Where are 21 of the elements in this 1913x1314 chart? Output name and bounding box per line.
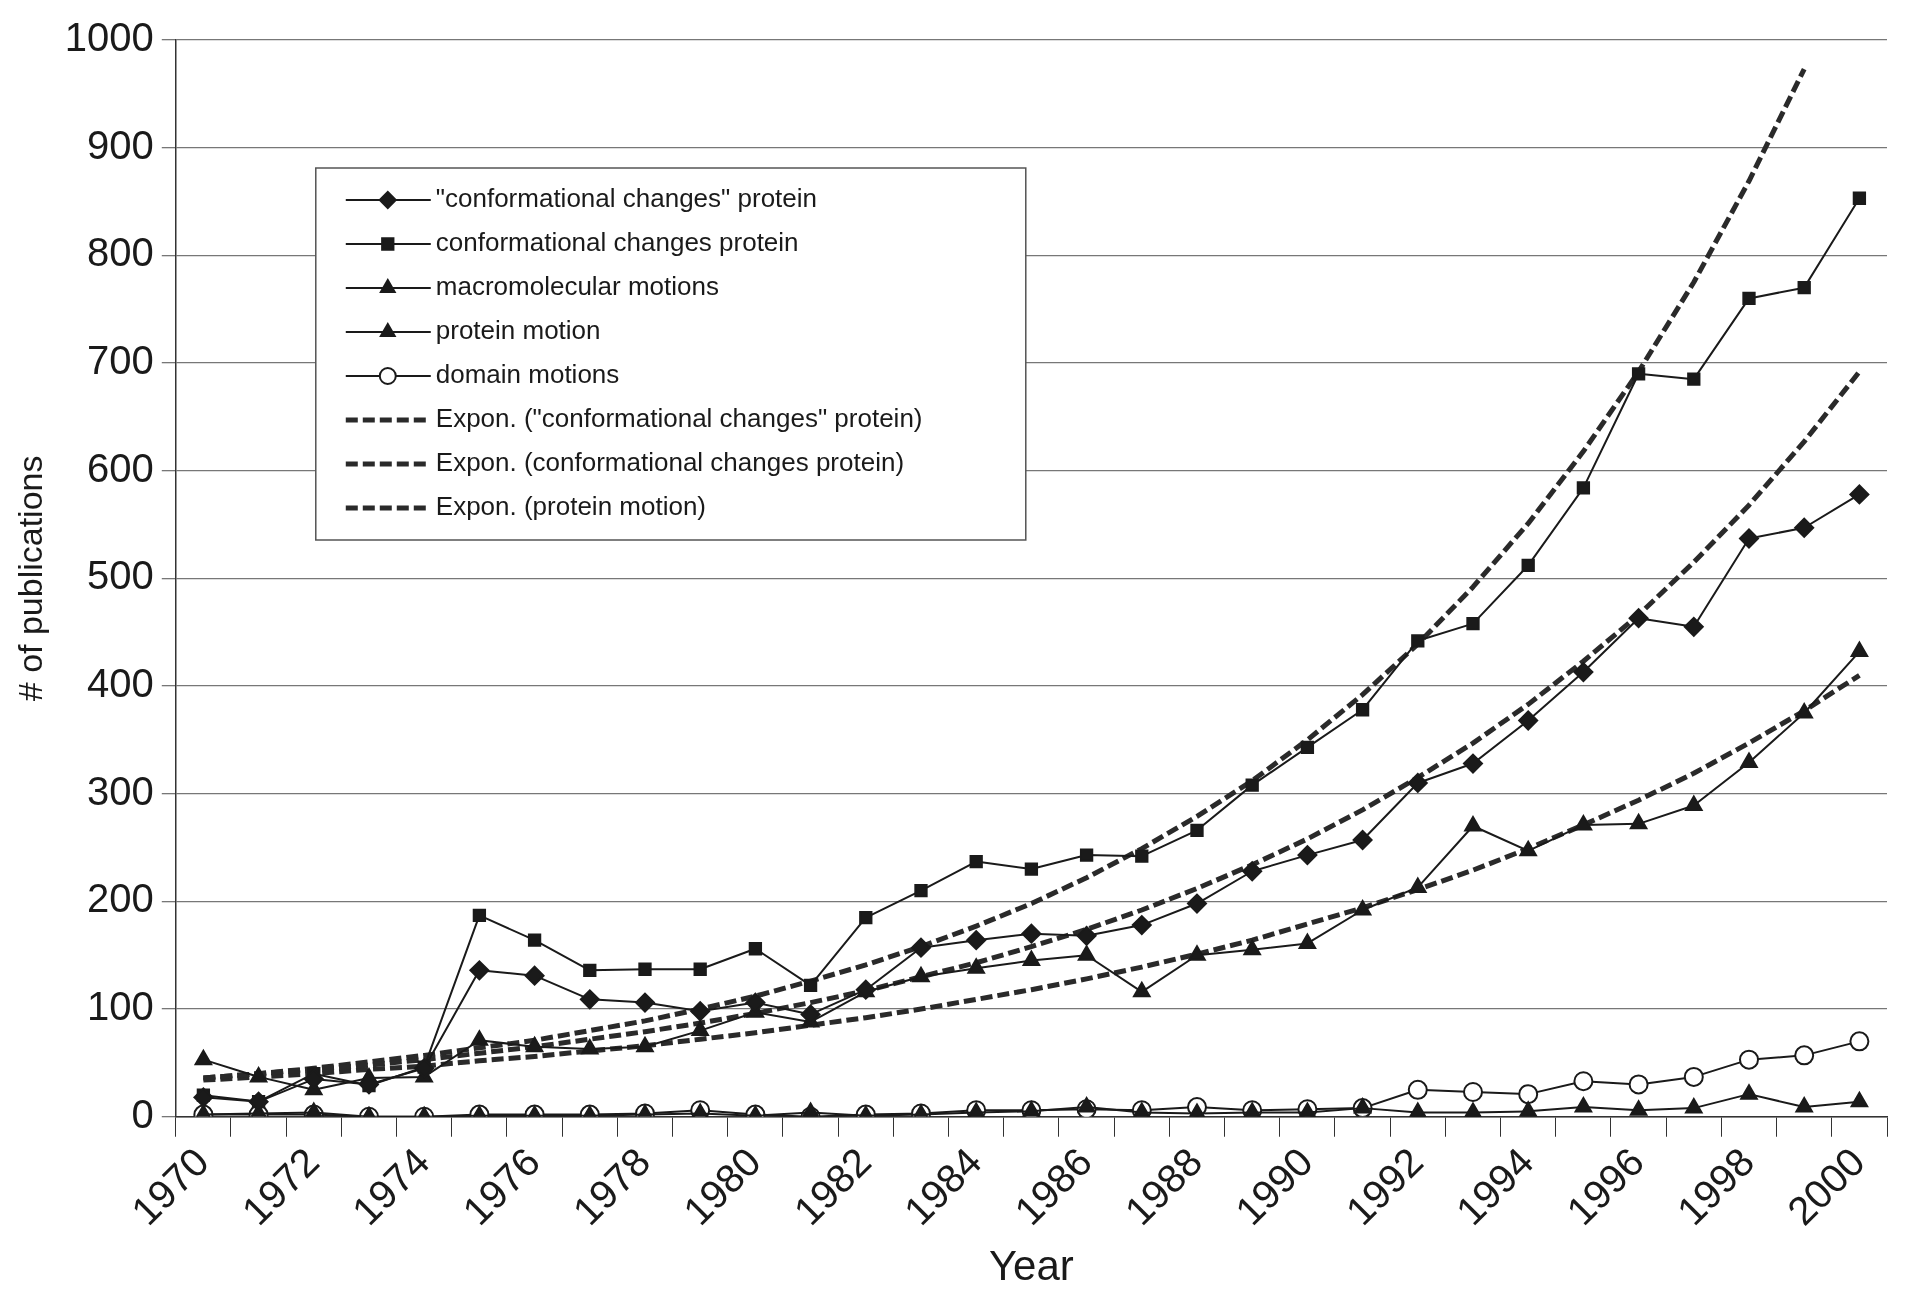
legend-label: Expon. ("conformational changes" protein) [435, 403, 923, 434]
y-tick-label: 400 [87, 661, 154, 706]
y-tick-label: 0 [131, 1091, 154, 1136]
y-tick-label: 1000 [64, 15, 154, 60]
y-tick-label: 800 [87, 230, 154, 275]
y-tick-label: 900 [87, 122, 154, 167]
y-tick-label: 200 [87, 876, 154, 921]
y-tick-label: 100 [87, 984, 154, 1029]
legend-label: conformational changes protein [435, 227, 799, 258]
x-axis-title: Year [988, 1242, 1074, 1290]
legend-label: macromolecular motions [435, 271, 719, 302]
y-tick-label: 500 [87, 553, 154, 598]
y-tick-label: 700 [87, 338, 154, 383]
legend-label: protein motion [435, 315, 601, 346]
y-tick-label: 600 [87, 445, 154, 490]
legend-label: Expon. (conformational changes protein) [435, 447, 905, 478]
legend-label: domain motions [435, 359, 620, 390]
y-tick-label: 300 [87, 768, 154, 813]
legend-label: Expon. (protein motion) [435, 491, 707, 522]
y-axis-title: # of publications [10, 455, 49, 702]
legend-label: "conformational changes" protein [435, 183, 818, 214]
